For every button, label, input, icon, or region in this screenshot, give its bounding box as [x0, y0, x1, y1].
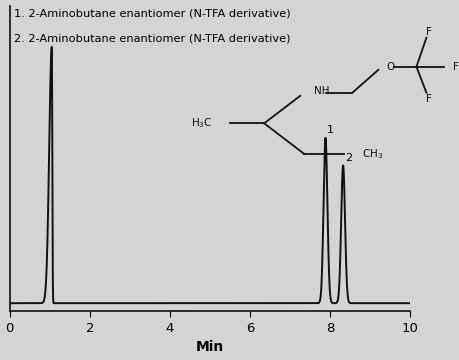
Text: F: F — [425, 27, 431, 37]
Text: CH$_3$: CH$_3$ — [362, 147, 383, 161]
Text: 1: 1 — [326, 125, 333, 135]
Text: 2. 2-Aminobutane enantiomer (N-TFA derivative): 2. 2-Aminobutane enantiomer (N-TFA deriv… — [14, 33, 290, 43]
Text: NH: NH — [313, 86, 329, 96]
X-axis label: Min: Min — [196, 341, 224, 355]
Text: O: O — [386, 62, 394, 72]
Text: H$_3$C: H$_3$C — [190, 116, 212, 130]
Text: F: F — [452, 62, 458, 72]
Text: 1. 2-Aminobutane enantiomer (N-TFA derivative): 1. 2-Aminobutane enantiomer (N-TFA deriv… — [14, 9, 290, 19]
Text: F: F — [425, 94, 431, 104]
Text: 2: 2 — [344, 153, 351, 163]
